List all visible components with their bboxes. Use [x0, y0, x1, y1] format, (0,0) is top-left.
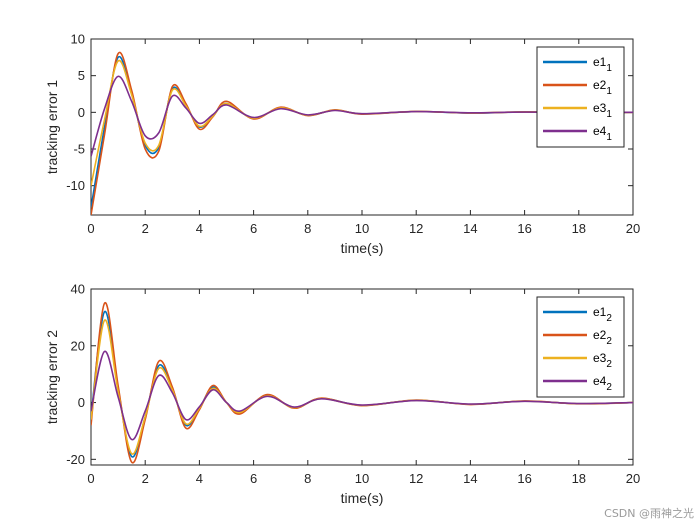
- legend-label-e3: e31: [593, 101, 612, 120]
- legend-label-e2: e22: [593, 328, 612, 347]
- x-tick-label: 2: [142, 221, 149, 236]
- y-tick-label: -5: [73, 142, 85, 157]
- x-tick-label: 6: [250, 471, 257, 486]
- y-tick-label: 0: [78, 105, 85, 120]
- x-tick-label: 18: [572, 471, 586, 486]
- y-tick-label: 10: [71, 32, 85, 47]
- x-tick-label: 12: [409, 221, 423, 236]
- y-axis-label: tracking error 1: [44, 80, 60, 174]
- x-tick-label: 20: [626, 221, 640, 236]
- legend-label-e1: e11: [593, 55, 612, 74]
- x-tick-label: 8: [304, 221, 311, 236]
- legend-label-e4: e42: [593, 374, 612, 393]
- x-tick-label: 10: [355, 221, 369, 236]
- series-line-e4: [91, 350, 633, 441]
- y-axis-label: tracking error 2: [44, 330, 60, 424]
- watermark: CSDN @雨神之光: [604, 507, 694, 520]
- x-axis-label: time(s): [341, 240, 384, 256]
- y-tick-label: 0: [78, 395, 85, 410]
- y-tick-label: -20: [66, 452, 85, 467]
- y-tick-label: 20: [71, 338, 85, 353]
- legend: e11 e21 e31 e41: [536, 46, 625, 148]
- y-tick-label: 5: [78, 68, 85, 83]
- x-tick-label: 0: [87, 221, 94, 236]
- legend-label-e1: e12: [593, 305, 612, 324]
- legend-label-e2: e21: [593, 78, 612, 97]
- x-tick-label: 4: [196, 471, 203, 486]
- x-tick-label: 20: [626, 471, 640, 486]
- y-tick-label: 40: [71, 282, 85, 297]
- legend-label-e4: e41: [593, 124, 612, 143]
- x-tick-label: 10: [355, 471, 369, 486]
- x-tick-label: 4: [196, 221, 203, 236]
- x-tick-label: 0: [87, 471, 94, 486]
- x-tick-label: 16: [517, 221, 531, 236]
- chart-panel-1: 0 2 4 6 8 10 12 14 16 18 20 -10 -5 0 5 10 time(s) trackin…: [44, 32, 640, 257]
- y-tick-label: -10: [66, 178, 85, 193]
- x-tick-label: 18: [572, 221, 586, 236]
- chart-panel-2: 0 2 4 6 8 10 12 14 16 18 20-2002040time(s)tracking…: [44, 282, 640, 507]
- legend-label-e3: e32: [593, 351, 612, 370]
- x-tick-label: 6: [250, 221, 257, 236]
- x-axis-label: time(s): [341, 490, 384, 506]
- x-tick-label: 14: [463, 221, 477, 236]
- x-tick-label: 16: [517, 471, 531, 486]
- x-tick-label: 14: [463, 471, 477, 486]
- series-line-e4: [91, 75, 633, 157]
- x-tick-label: 8: [304, 471, 311, 486]
- legend: e12 e22 e32 e42: [536, 296, 625, 398]
- x-tick-label: 12: [409, 471, 423, 486]
- x-tick-label: 2: [142, 471, 149, 486]
